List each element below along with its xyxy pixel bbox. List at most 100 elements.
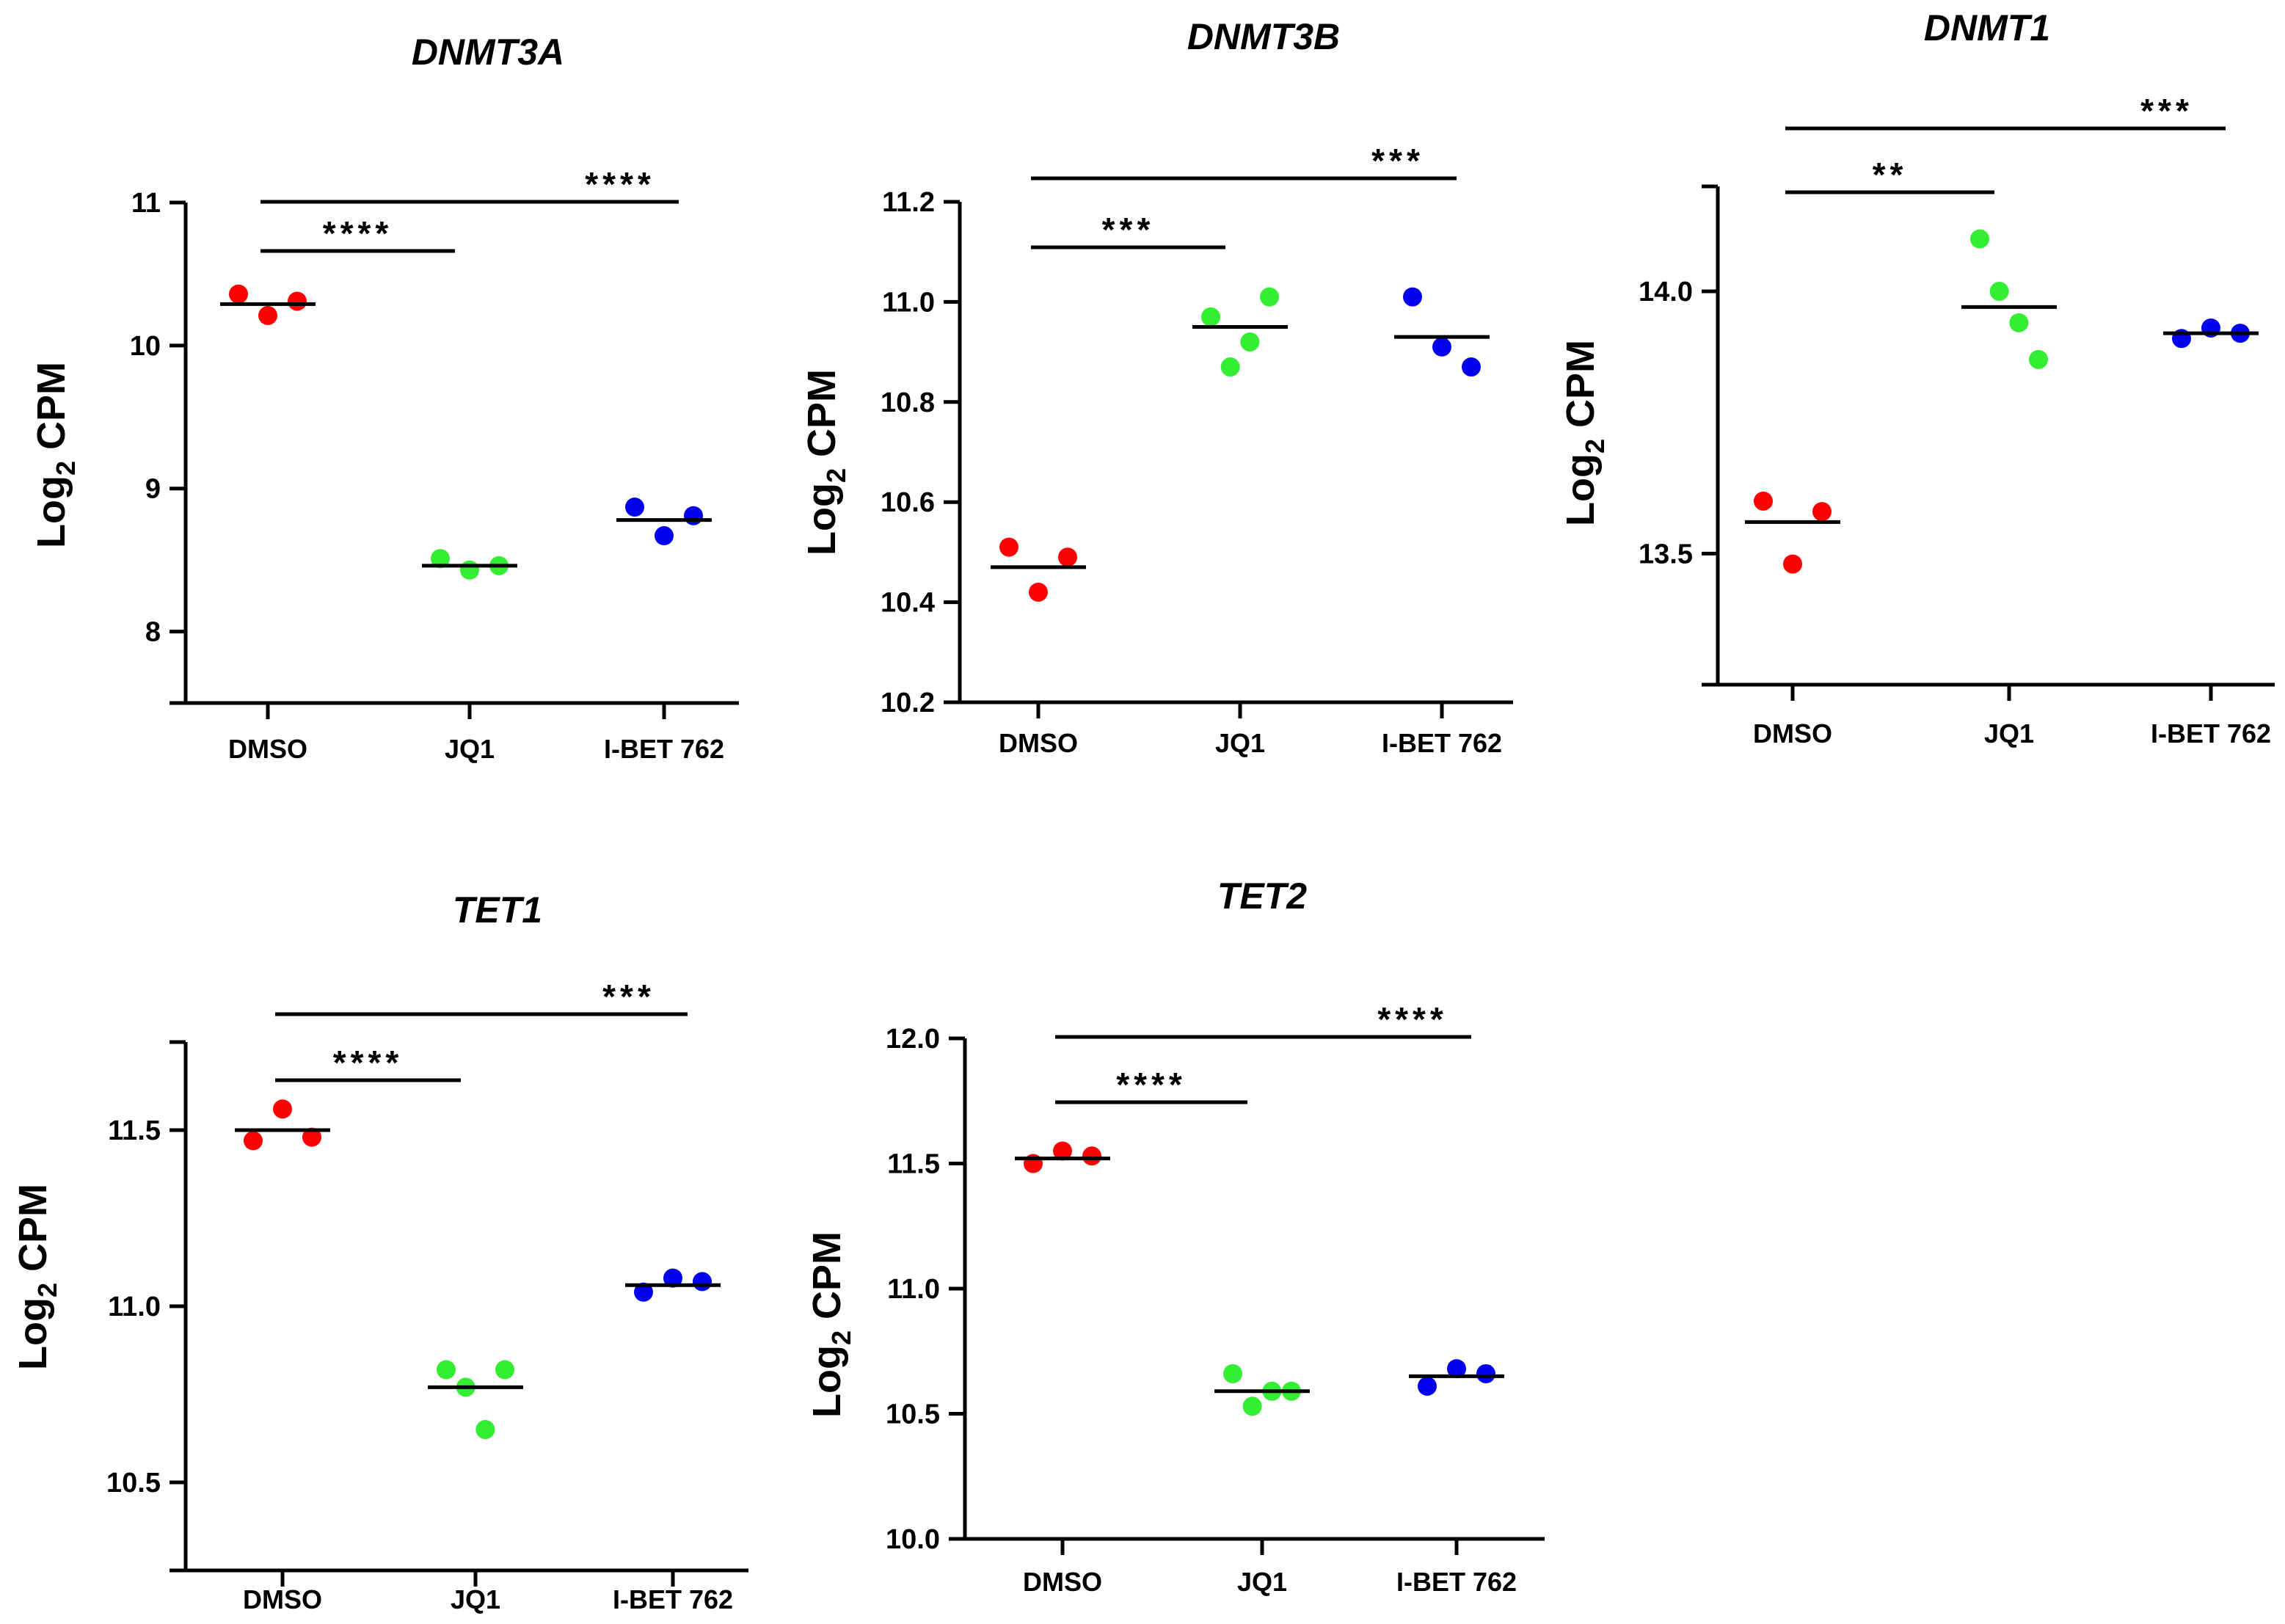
chart-title: TET2 (1217, 875, 1307, 917)
y-axis-label-subscript: 2 (821, 468, 851, 483)
data-point (625, 498, 644, 517)
category-label: JQ1 (451, 1584, 500, 1614)
chart-title: DNMT3A (412, 32, 564, 73)
category-label: DMSO (228, 734, 307, 764)
chart-panel-tet1: TET1 10.5 11.0 11.5 DMSO JQ1 I-BET 762 Log2 CPM… (11, 889, 748, 1614)
chart-title: DNMT1 (1924, 7, 2050, 48)
category-label: DMSO (999, 728, 1078, 758)
category-label: JQ1 (1215, 728, 1265, 758)
y-tick-label: 14.0 (1639, 277, 1693, 307)
y-axis-label-rest: CPM (805, 1231, 849, 1330)
y-axis-label-base: Log (800, 483, 844, 556)
category-label: DMSO (243, 1584, 322, 1614)
y-tick-label: 12.0 (886, 1024, 940, 1055)
y-tick-label: 11.0 (887, 1274, 940, 1305)
data-point (1812, 502, 1832, 522)
data-point (2009, 313, 2029, 332)
data-point (1223, 1363, 1242, 1383)
data-point (1970, 229, 1989, 249)
y-axis-label: Log2 CPM (805, 1231, 856, 1418)
category-label: JQ1 (445, 734, 495, 764)
y-axis-label-base: Log (11, 1297, 55, 1370)
y-tick-label: 13.5 (1639, 539, 1693, 569)
y-axis-label-rest: CPM (11, 1184, 55, 1283)
y-axis-label-rest: CPM (1559, 340, 1603, 439)
y-axis-label-rest: CPM (800, 369, 844, 468)
significance-label: *** (2140, 92, 2193, 130)
chart-panel-dnmt3b: DNMT3B 10.2 10.4 10.6 10.8 11.0 11.2 DMSO JQ1 I-B… (800, 16, 1513, 758)
significance-label: **** (323, 214, 393, 252)
data-point (1201, 307, 1220, 327)
data-point (1462, 357, 1481, 377)
y-axis-label-subscript: 2 (1580, 439, 1610, 454)
data-point (437, 1360, 456, 1380)
category-label: I-BET 762 (613, 1584, 733, 1614)
data-point (495, 1360, 514, 1380)
category-label: I-BET 762 (1396, 1567, 1517, 1597)
significance-label: **** (333, 1044, 404, 1082)
y-axis-label-subscript: 2 (32, 1283, 62, 1297)
category-label: JQ1 (1237, 1567, 1287, 1597)
data-point (1432, 337, 1451, 357)
data-point (258, 305, 277, 325)
y-tick-label: 9 (145, 474, 161, 505)
y-axis-label: Log2 CPM (800, 369, 851, 556)
data-point (302, 1127, 321, 1147)
data-point (1418, 1376, 1437, 1396)
y-tick-label: 10.6 (881, 487, 935, 518)
data-point (999, 537, 1018, 557)
data-point (1989, 281, 2009, 301)
y-tick-label: 10.5 (886, 1399, 940, 1430)
significance-label: *** (602, 977, 655, 1016)
y-tick-label: 11.0 (108, 1292, 161, 1322)
data-point (475, 1420, 495, 1439)
category-label: I-BET 762 (1382, 728, 1502, 758)
y-tick-label: 10.2 (881, 688, 935, 718)
y-tick-label: 10.5 (106, 1468, 161, 1499)
data-point (244, 1131, 263, 1151)
category-label: I-BET 762 (2151, 718, 2271, 749)
data-point (1240, 332, 1260, 352)
category-label: I-BET 762 (604, 734, 724, 764)
data-point (1754, 491, 1773, 511)
chart-panel-tet2: TET2 10.0 10.5 11.0 11.5 12.0 DMSO JQ1 I-BET 762… (805, 875, 1545, 1597)
data-point (2029, 349, 2048, 369)
y-axis-label: Log2 CPM (29, 362, 81, 548)
data-point (634, 1282, 653, 1302)
y-tick-label: 10.8 (881, 387, 935, 418)
y-axis-label-base: Log (1559, 454, 1603, 526)
data-point (1082, 1146, 1101, 1166)
significance-label: ** (1873, 156, 1908, 194)
y-tick-label: 11.5 (108, 1115, 161, 1146)
y-tick-label: 10 (130, 331, 161, 362)
significance-label: **** (585, 165, 655, 203)
data-point (1783, 554, 1802, 574)
chart-panel-dnmt3a: DNMT3A 8 9 10 11 DMSO JQ1 I-BET 762 Log2 CPM ****… (29, 32, 739, 764)
data-point (655, 526, 674, 546)
data-point (1029, 582, 1048, 602)
significance-label: **** (1116, 1066, 1187, 1104)
data-point (1447, 1359, 1466, 1379)
data-point (1403, 287, 1422, 307)
significance-label: **** (1377, 1000, 1448, 1038)
data-point (273, 1099, 292, 1119)
y-axis-label-base: Log (805, 1345, 849, 1418)
y-axis-label-rest: CPM (29, 362, 73, 461)
significance-label: *** (1102, 211, 1155, 249)
category-label: DMSO (1753, 718, 1832, 749)
y-tick-label: 10.4 (881, 588, 935, 619)
y-axis-label-subscript: 2 (51, 461, 81, 476)
data-point (1260, 287, 1279, 307)
data-point (229, 284, 248, 304)
chart-title: DNMT3B (1187, 16, 1340, 57)
y-tick-label: 11.0 (882, 287, 935, 318)
category-label: JQ1 (1984, 718, 2034, 749)
data-point (1242, 1397, 1262, 1416)
data-point (663, 1268, 682, 1288)
y-axis-label-subscript: 2 (826, 1330, 856, 1345)
chart-title: TET1 (453, 889, 542, 931)
data-point (684, 506, 703, 525)
y-axis-label-base: Log (29, 476, 73, 548)
